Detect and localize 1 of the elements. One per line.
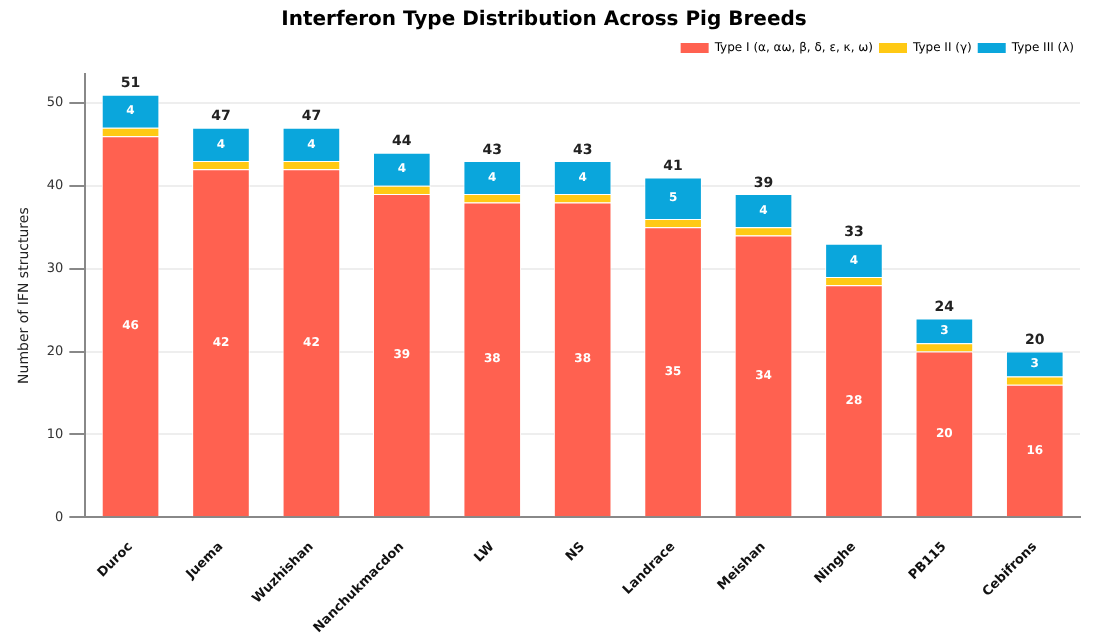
chart-title: Interferon Type Distribution Across Pig Breeds: [281, 9, 807, 32]
